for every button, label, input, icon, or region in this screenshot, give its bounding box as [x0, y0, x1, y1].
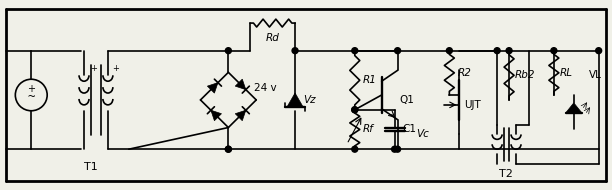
- Text: +: +: [113, 64, 119, 73]
- Polygon shape: [211, 110, 222, 121]
- Text: T2: T2: [499, 169, 513, 179]
- Circle shape: [395, 146, 401, 152]
- Circle shape: [392, 146, 398, 152]
- Circle shape: [506, 48, 512, 54]
- Text: ~: ~: [28, 90, 35, 104]
- Text: T1: T1: [84, 162, 98, 172]
- Text: +: +: [28, 84, 35, 94]
- Text: Q1: Q1: [400, 95, 414, 105]
- Text: 24 v: 24 v: [254, 83, 277, 93]
- Circle shape: [292, 48, 298, 54]
- Circle shape: [595, 48, 602, 54]
- Text: R1: R1: [363, 75, 376, 85]
- Polygon shape: [235, 110, 246, 121]
- Circle shape: [225, 48, 231, 54]
- Circle shape: [395, 48, 401, 54]
- Circle shape: [352, 48, 358, 54]
- Text: Vc: Vc: [417, 129, 430, 139]
- Polygon shape: [287, 93, 303, 107]
- Circle shape: [352, 146, 358, 152]
- Text: Vz: Vz: [303, 95, 316, 105]
- Circle shape: [225, 146, 231, 152]
- Text: VL: VL: [589, 70, 602, 80]
- Text: Rf: Rf: [363, 124, 373, 135]
- Text: R2: R2: [457, 68, 471, 78]
- Circle shape: [446, 48, 452, 54]
- Circle shape: [352, 107, 358, 113]
- Circle shape: [225, 146, 231, 152]
- Text: Rd: Rd: [266, 33, 280, 43]
- Circle shape: [551, 48, 557, 54]
- Polygon shape: [566, 103, 582, 113]
- Polygon shape: [207, 83, 218, 93]
- Text: C1: C1: [403, 124, 417, 135]
- Text: RL: RL: [560, 68, 573, 78]
- Text: Rb2: Rb2: [515, 70, 536, 80]
- Circle shape: [352, 107, 358, 113]
- Circle shape: [494, 48, 500, 54]
- Text: +: +: [91, 64, 97, 73]
- Text: UJT: UJT: [465, 100, 481, 110]
- Polygon shape: [235, 79, 246, 90]
